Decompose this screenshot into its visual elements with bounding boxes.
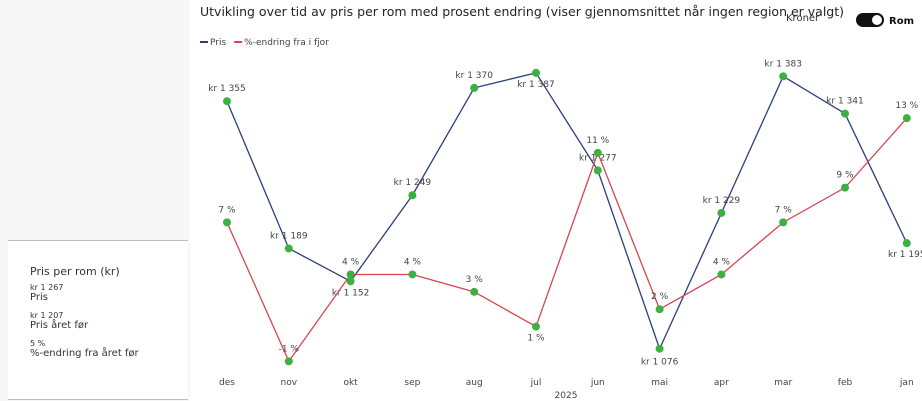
marker xyxy=(841,109,849,118)
marker xyxy=(902,114,911,123)
series-line xyxy=(226,72,908,351)
x-tick-label: jul xyxy=(530,378,542,388)
marker xyxy=(779,218,788,227)
toggle-right: Rom xyxy=(889,16,914,27)
x-tick-label: jan xyxy=(899,378,914,388)
x-tick-label: feb xyxy=(838,378,853,388)
x-tick-label: mai xyxy=(651,378,668,388)
marker xyxy=(593,148,602,157)
card-title: Pris per rom (kr) xyxy=(30,265,120,278)
kpi-card: Pris per rom (kr) kr 1 267 Pris kr 1 207… xyxy=(8,240,188,400)
data-label: 4 % xyxy=(404,257,422,267)
marker xyxy=(779,72,788,81)
marker xyxy=(593,166,602,175)
card-label: %-endring fra året før xyxy=(30,348,139,359)
data-label: 3 % xyxy=(466,275,484,285)
data-label: kr 1 189 xyxy=(270,231,308,241)
data-label: 1 % xyxy=(527,334,545,344)
data-label: kr 1 277 xyxy=(579,153,617,163)
card-value: kr 1 267 xyxy=(30,283,64,292)
data-label: 9 % xyxy=(836,171,854,181)
legend-label: %-endring fra i fjor xyxy=(244,38,329,48)
data-label: 11 % xyxy=(586,136,609,146)
marker xyxy=(284,244,293,253)
data-label: kr 1 341 xyxy=(826,97,864,107)
marker xyxy=(470,83,479,92)
marker xyxy=(532,322,540,331)
chart-title: Utvikling over tid av pris per rom med p… xyxy=(200,4,844,19)
marker xyxy=(717,208,726,217)
series-line xyxy=(226,117,908,363)
x-tick-label: okt xyxy=(343,378,358,388)
x-tick-label: mar xyxy=(774,378,792,388)
marker xyxy=(284,357,293,366)
card-label: Pris året før xyxy=(30,320,89,331)
data-label: kr 1 383 xyxy=(764,59,802,69)
marker xyxy=(717,270,726,279)
marker xyxy=(532,68,540,77)
marker xyxy=(655,344,664,353)
marker xyxy=(223,97,231,106)
marker xyxy=(655,305,664,314)
x-tick-label: sep xyxy=(404,378,420,388)
data-label: 4 % xyxy=(713,257,731,267)
data-label: -1 % xyxy=(279,344,300,354)
data-label: kr 1 355 xyxy=(208,84,246,94)
data-label: 2 % xyxy=(651,292,669,302)
data-label: 4 % xyxy=(342,257,360,267)
data-label: 13 % xyxy=(895,101,918,111)
marker xyxy=(902,239,911,248)
toggle-knob xyxy=(872,15,882,25)
data-label: kr 1 076 xyxy=(641,358,679,368)
marker xyxy=(346,270,355,279)
x-axis-title: 2025 xyxy=(555,391,578,401)
toggle-left: Kroner xyxy=(786,13,820,24)
marker xyxy=(346,277,355,286)
card-items: kr 1 267 Pris kr 1 207 Pris året før 5 %… xyxy=(30,283,139,367)
data-label: kr 1 195 xyxy=(888,250,922,260)
card-value: kr 1 207 xyxy=(30,311,64,320)
data-label: 7 % xyxy=(775,205,793,215)
x-tick-label: nov xyxy=(281,378,298,388)
data-label: kr 1 370 xyxy=(455,71,493,81)
marker xyxy=(841,183,849,192)
marker xyxy=(408,191,417,200)
legend-label: Pris xyxy=(210,38,226,48)
marker xyxy=(408,270,417,279)
card-value: 5 % xyxy=(30,339,46,348)
data-label: kr 1 152 xyxy=(332,288,370,298)
data-label: kr 1 387 xyxy=(517,80,555,90)
x-tick-label: jun xyxy=(590,378,605,388)
marker xyxy=(223,218,231,227)
x-tick-label: apr xyxy=(714,378,729,388)
x-tick-label: des xyxy=(219,378,235,388)
data-label: 7 % xyxy=(218,205,236,215)
data-label: kr 1 249 xyxy=(394,178,432,188)
card-label: Pris xyxy=(30,292,48,303)
data-label: kr 1 229 xyxy=(703,196,741,206)
x-tick-label: aug xyxy=(466,378,483,388)
marker xyxy=(470,287,479,296)
